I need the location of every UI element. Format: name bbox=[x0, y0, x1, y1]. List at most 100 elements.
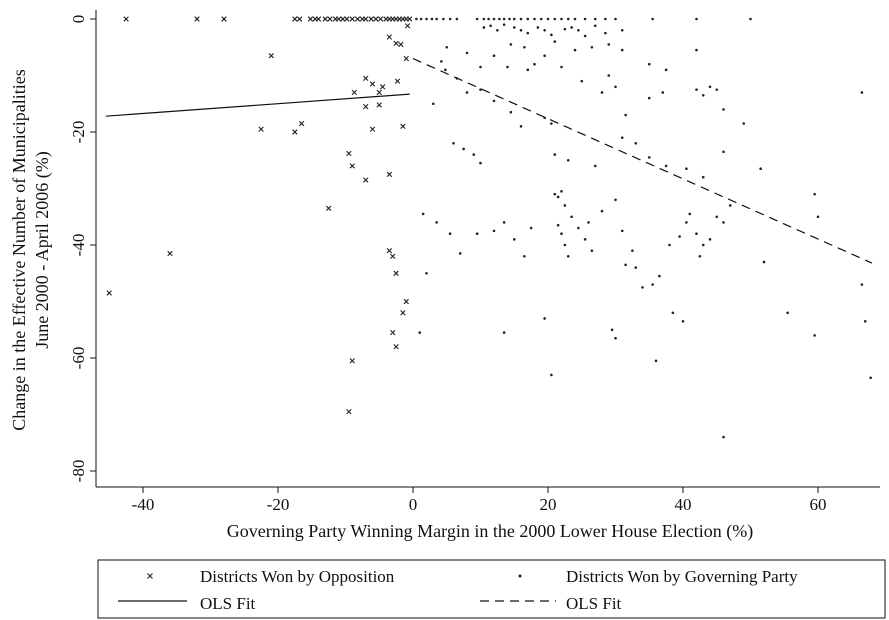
governing-point bbox=[722, 150, 725, 154]
opposition-point bbox=[393, 344, 399, 350]
x-tick-label: 0 bbox=[409, 495, 418, 514]
legend-label: Districts Won by Governing Party bbox=[566, 567, 798, 586]
governing-point bbox=[566, 158, 570, 162]
opposition-point bbox=[292, 129, 298, 135]
governing-point bbox=[566, 17, 570, 21]
legend-label: OLS Fit bbox=[566, 594, 622, 613]
x-ticks: -40 -20 0 20 40 60 bbox=[132, 487, 827, 514]
governing-point bbox=[624, 263, 627, 267]
governing-point bbox=[661, 91, 665, 94]
opposition-point bbox=[268, 53, 274, 59]
governing-point bbox=[816, 215, 820, 219]
governing-point bbox=[509, 43, 513, 46]
governing-point bbox=[566, 254, 570, 258]
governing-point bbox=[455, 77, 459, 80]
governing-point bbox=[607, 43, 611, 46]
governing-point bbox=[533, 17, 536, 21]
opposition-point bbox=[194, 16, 200, 22]
governing-point bbox=[654, 359, 658, 363]
opposition-point bbox=[349, 358, 355, 364]
data-points bbox=[106, 16, 872, 439]
governing-point bbox=[487, 17, 490, 21]
governing-point bbox=[580, 79, 584, 83]
opposition-point bbox=[377, 16, 384, 22]
governing-point bbox=[722, 435, 725, 439]
governing-point bbox=[813, 192, 816, 196]
opposition-point bbox=[221, 16, 227, 22]
governing-point bbox=[863, 319, 867, 323]
legend-symbol-x bbox=[147, 573, 153, 579]
governing-point bbox=[634, 142, 638, 145]
governing-point bbox=[671, 311, 675, 315]
governing-point bbox=[553, 192, 557, 196]
governing-point bbox=[553, 153, 557, 156]
governing-point bbox=[593, 164, 597, 168]
governing-point bbox=[553, 17, 557, 21]
governing-point bbox=[550, 33, 553, 37]
governing-point bbox=[701, 243, 705, 247]
governing-point bbox=[563, 243, 567, 247]
governing-point bbox=[492, 99, 496, 103]
governing-point bbox=[664, 68, 668, 72]
opposition-point bbox=[404, 23, 411, 29]
governing-point bbox=[546, 17, 550, 21]
governing-point bbox=[482, 26, 486, 29]
legend-item: OLS Fit bbox=[118, 594, 256, 613]
governing-point bbox=[536, 26, 540, 29]
governing-point bbox=[860, 283, 864, 286]
governing-point bbox=[685, 221, 688, 224]
opposition-point bbox=[369, 126, 376, 132]
opposition-point bbox=[106, 290, 112, 296]
opposition-point bbox=[346, 408, 352, 415]
legend-box bbox=[97, 559, 886, 619]
governing-point bbox=[600, 91, 604, 94]
governing-point bbox=[533, 62, 536, 66]
legend-label: Districts Won by Opposition bbox=[200, 567, 395, 586]
governing-point bbox=[445, 45, 449, 49]
y-axis-title-line-2: June 2000 - April 2006 (%) bbox=[32, 151, 53, 348]
governing-point bbox=[634, 266, 638, 269]
governing-point bbox=[695, 232, 698, 235]
governing-point bbox=[620, 29, 624, 32]
governing-point bbox=[610, 328, 614, 332]
opposition-point bbox=[298, 120, 305, 127]
governing-point bbox=[556, 223, 560, 227]
opposition-point bbox=[336, 16, 342, 22]
governing-point bbox=[647, 96, 651, 100]
governing-point bbox=[489, 24, 492, 28]
governing-point bbox=[563, 27, 567, 31]
governing-point bbox=[759, 167, 762, 171]
opposition-point bbox=[346, 150, 352, 157]
governing-point bbox=[435, 221, 438, 224]
governing-point bbox=[607, 74, 611, 77]
governing-point bbox=[577, 226, 580, 230]
governing-point bbox=[421, 212, 425, 216]
governing-point bbox=[604, 17, 607, 21]
governing-point bbox=[418, 331, 422, 334]
governing-point bbox=[475, 17, 479, 21]
opposition-point bbox=[386, 247, 393, 254]
governing-point bbox=[498, 17, 501, 21]
governing-point bbox=[614, 336, 617, 340]
opposition-point bbox=[386, 34, 393, 40]
governing-point bbox=[512, 238, 516, 241]
opposition-point bbox=[315, 16, 322, 22]
x-tick-label: -40 bbox=[132, 495, 155, 514]
governing-point bbox=[492, 229, 496, 233]
governing-point bbox=[509, 110, 513, 114]
governing-point bbox=[701, 175, 705, 179]
governing-point bbox=[620, 136, 624, 139]
governing-point bbox=[479, 88, 482, 91]
governing-point bbox=[543, 317, 546, 320]
y-tick-label: -40 bbox=[69, 234, 88, 257]
opposition-point bbox=[390, 253, 396, 259]
governing-point bbox=[651, 283, 654, 286]
y-axis-title-line-1: Change in the Effective Number of Munici… bbox=[9, 69, 29, 431]
opposition-point bbox=[325, 205, 332, 211]
governing-point bbox=[526, 31, 530, 35]
opposition-point bbox=[354, 16, 361, 22]
governing-point bbox=[860, 91, 864, 94]
governing-point bbox=[722, 108, 725, 111]
governing-point bbox=[563, 204, 567, 207]
legend: Districts Won by Opposition Districts Won… bbox=[97, 559, 886, 619]
